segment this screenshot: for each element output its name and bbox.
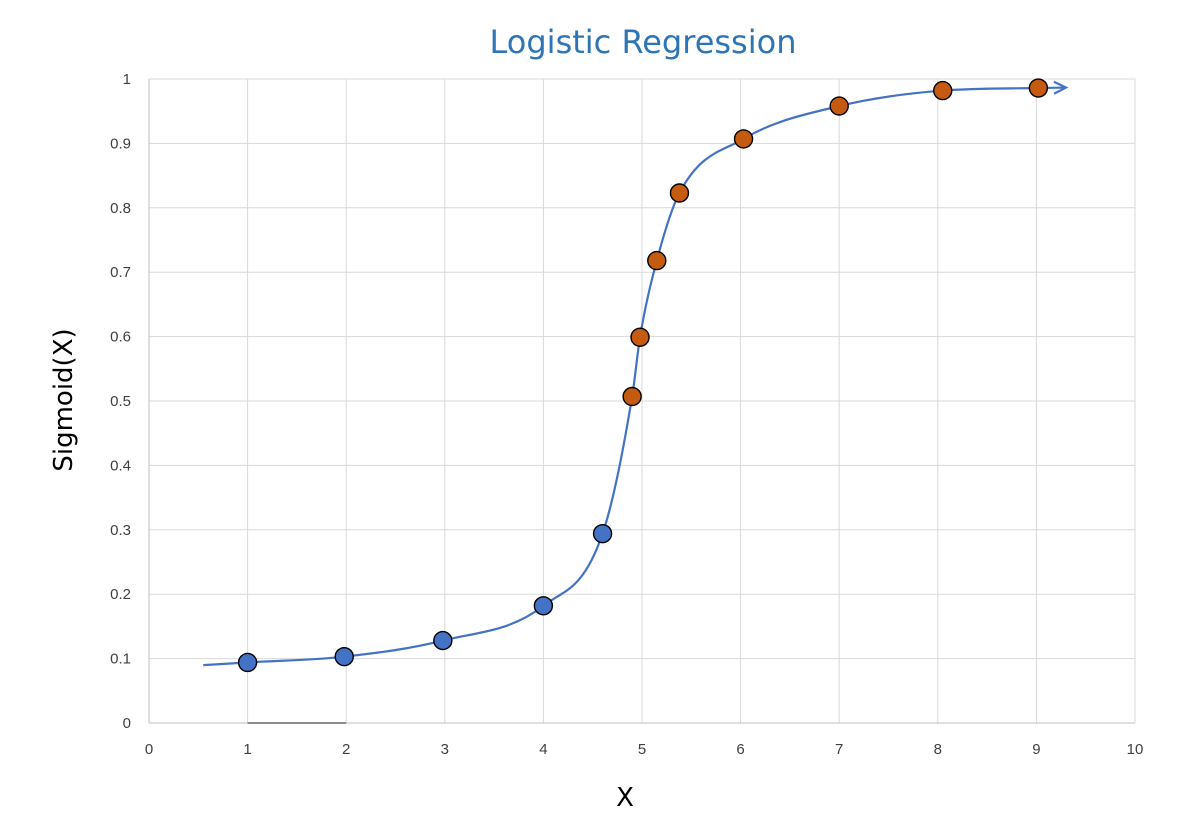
x-axis-title: X bbox=[616, 783, 634, 813]
data-points bbox=[237, 78, 1049, 673]
orange-data-point bbox=[733, 129, 754, 149]
blue-data-point bbox=[592, 523, 613, 544]
y-tick-label: 1 bbox=[123, 71, 131, 88]
orange-data-point bbox=[630, 327, 650, 347]
x-tick-label: 5 bbox=[638, 741, 646, 758]
y-tick-label: 0.7 bbox=[110, 264, 131, 281]
x-tick-label: 7 bbox=[835, 741, 843, 758]
y-tick-label: 0.5 bbox=[110, 393, 131, 410]
blue-data-point bbox=[237, 652, 258, 673]
axes bbox=[148, 79, 1135, 724]
y-tick-label: 0.8 bbox=[110, 200, 131, 217]
orange-data-point bbox=[622, 386, 642, 407]
x-tick-label: 9 bbox=[1032, 741, 1040, 758]
x-tick-label: 0 bbox=[145, 741, 153, 758]
y-tick-label: 0.1 bbox=[110, 651, 131, 668]
x-tick-label: 8 bbox=[934, 741, 942, 758]
y-tick-label: 0.9 bbox=[110, 135, 131, 152]
x-tick-label: 4 bbox=[539, 741, 547, 758]
orange-data-point bbox=[669, 183, 690, 203]
orange-data-point bbox=[647, 250, 667, 271]
blue-data-point bbox=[533, 596, 554, 616]
grid bbox=[149, 78, 1136, 723]
chart-title: Logistic Regression bbox=[490, 23, 797, 61]
x-tick-label: 2 bbox=[342, 741, 350, 758]
x-tick-label: 6 bbox=[736, 741, 744, 758]
x-tick-label: 3 bbox=[441, 741, 449, 758]
y-tick-label: 0.4 bbox=[110, 457, 131, 474]
sigmoid-curve bbox=[203, 86, 1066, 667]
x-tick-label: 1 bbox=[243, 741, 251, 758]
y-tick-label: 0.2 bbox=[110, 586, 131, 603]
y-tick-label: 0.6 bbox=[110, 329, 131, 346]
sigmoid-curve-group bbox=[203, 80, 1069, 667]
y-tick-label: 0.3 bbox=[110, 522, 131, 539]
y-tick-label: 0 bbox=[123, 715, 131, 732]
orange-data-point bbox=[1028, 78, 1049, 98]
blue-data-point bbox=[334, 646, 354, 667]
orange-data-point bbox=[829, 96, 849, 116]
orange-data-point bbox=[933, 80, 953, 101]
y-axis-title: Sigmoid(X) bbox=[49, 328, 79, 471]
curve-arrowhead bbox=[1053, 80, 1069, 95]
x-tick-label: 10 bbox=[1127, 741, 1144, 758]
blue-data-point bbox=[433, 630, 453, 651]
tick-labels: 0 1 2 3 4 5 6 7 8 9 10 0 0.1 0.2 0.3 0.4 0.5 0.6 0.7 0.8 0.9… bbox=[110, 71, 1143, 758]
